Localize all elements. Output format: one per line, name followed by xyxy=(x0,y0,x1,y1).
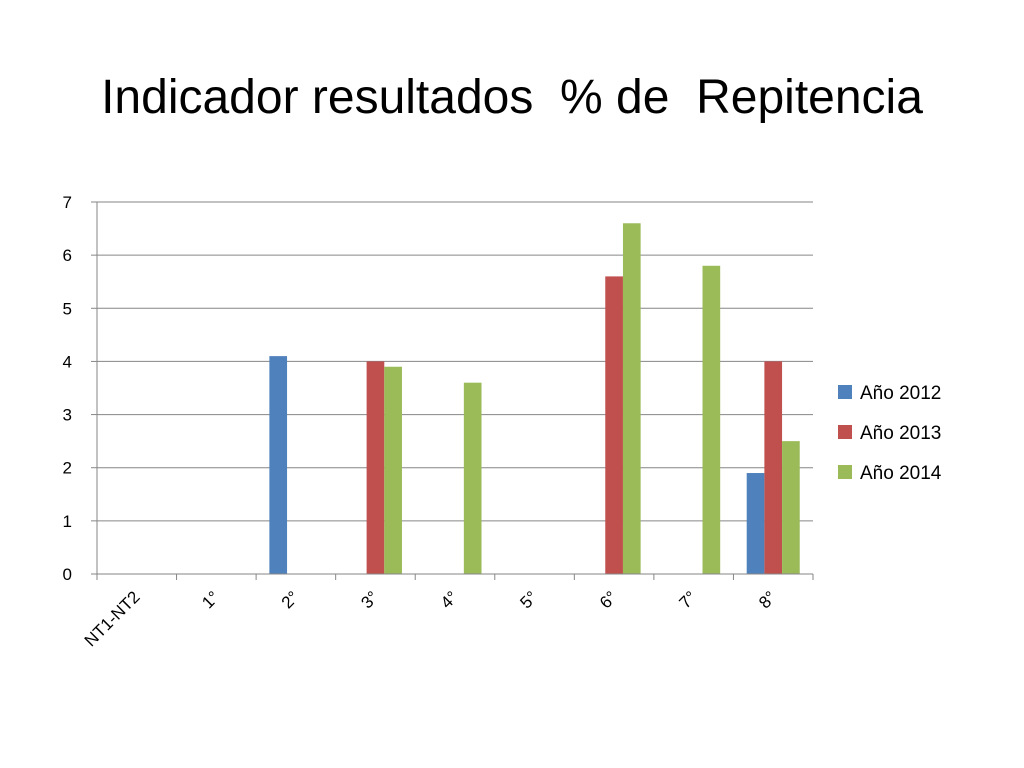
y-tick-label: 4 xyxy=(63,352,72,371)
y-tick-label: 0 xyxy=(63,565,72,584)
legend-label: Año 2013 xyxy=(860,423,941,444)
bar xyxy=(366,361,385,574)
y-tick-label: 6 xyxy=(63,246,72,265)
y-tick-label: 7 xyxy=(63,193,72,212)
x-tick-label: 3° xyxy=(357,587,382,612)
legend: Año 2012 Año 2013 Año 2014 xyxy=(838,383,942,484)
legend-label: Año 2014 xyxy=(860,463,942,484)
bar xyxy=(605,276,623,574)
bar xyxy=(463,382,482,574)
legend-swatch xyxy=(838,425,852,439)
bar xyxy=(384,366,402,574)
x-tick-label: NT1-NT2 xyxy=(81,587,144,650)
x-tick-label: 5° xyxy=(516,587,541,612)
x-tick-label: 1° xyxy=(198,587,223,612)
axes: 0 1 2 3 4 5 6 7 NT1-NT2 1° 2° 3° 4° 5° 6° 7° 8° xyxy=(63,193,814,650)
page-title: Indicador resultados % de Repitencia xyxy=(101,71,923,124)
y-tick-label: 5 xyxy=(63,299,72,318)
legend-label: Año 2012 xyxy=(860,383,941,404)
bar xyxy=(746,473,765,574)
bar xyxy=(622,223,641,574)
x-tick-label: 4° xyxy=(437,587,462,612)
bar xyxy=(764,361,783,574)
gridlines xyxy=(97,201,813,522)
y-tick-label: 1 xyxy=(63,512,72,531)
y-tick-label: 2 xyxy=(63,459,72,478)
legend-swatch xyxy=(838,465,852,479)
bar xyxy=(702,265,721,574)
bar xyxy=(269,356,288,574)
x-tick-label: 6° xyxy=(596,587,621,612)
x-tick-label: 8° xyxy=(755,587,780,612)
bars xyxy=(269,223,800,574)
x-tick-label: 7° xyxy=(676,587,701,612)
y-tick-label: 3 xyxy=(63,406,72,425)
x-tick-label: 2° xyxy=(278,587,303,612)
bar xyxy=(782,441,800,574)
legend-swatch xyxy=(838,385,852,399)
